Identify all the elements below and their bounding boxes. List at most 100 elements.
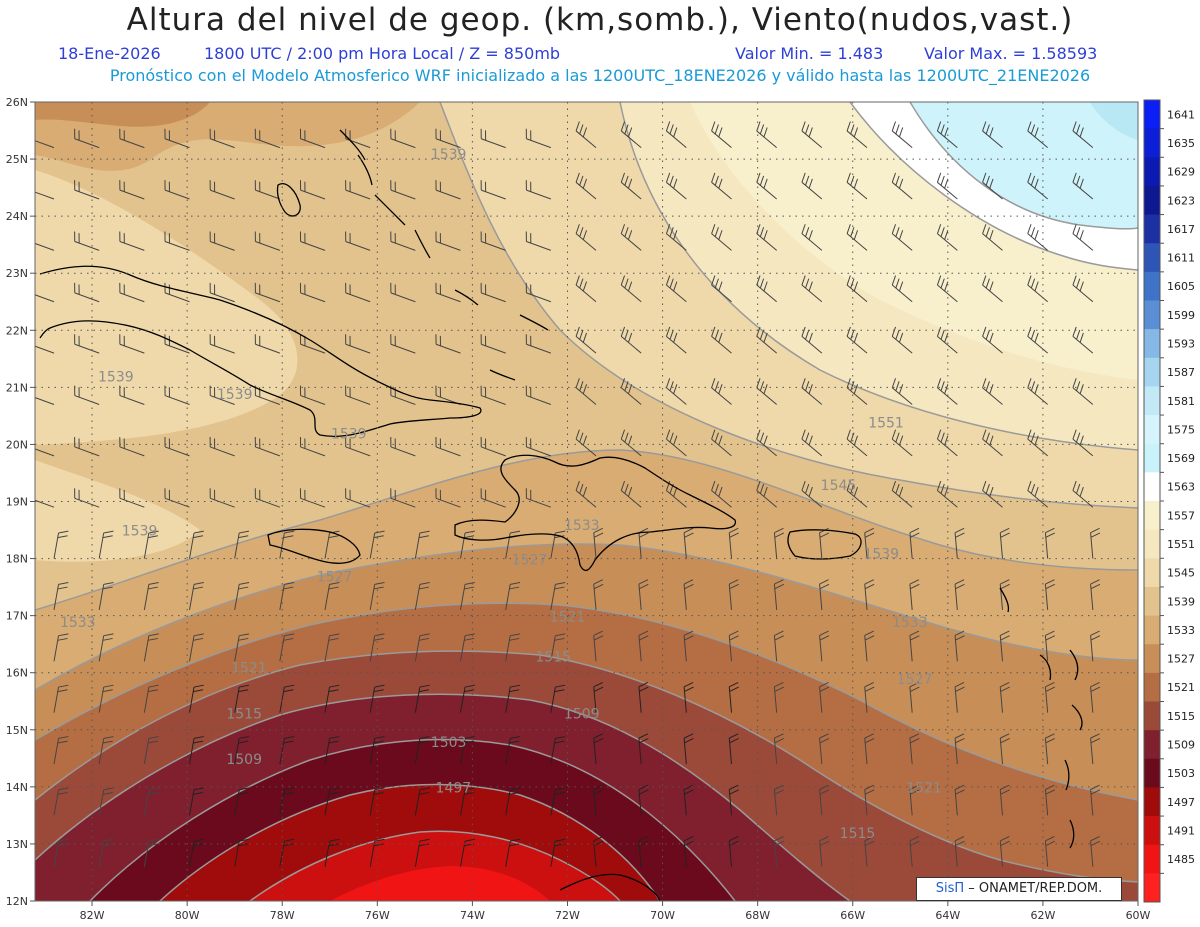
colorbar-label: 1575 xyxy=(1167,423,1195,436)
wind-barb xyxy=(756,480,777,508)
colorbar-swatch xyxy=(1144,443,1160,473)
wind-barb xyxy=(1090,630,1101,662)
wind-barb xyxy=(728,527,739,559)
wind-barb xyxy=(819,579,830,610)
wind-barb xyxy=(324,581,340,611)
wind-barb xyxy=(982,121,1003,149)
wind-barb xyxy=(234,684,250,713)
colorbar-label: 1551 xyxy=(1167,538,1195,551)
wind-barb xyxy=(1044,579,1056,610)
colorbar-swatch xyxy=(1144,644,1160,674)
colorbar-swatch xyxy=(1144,271,1160,301)
wind-barb xyxy=(773,836,785,867)
wind-barb xyxy=(936,378,958,405)
wind-barb xyxy=(801,480,823,508)
wind-barb xyxy=(279,838,295,867)
wind-barb xyxy=(550,787,566,816)
wind-barb xyxy=(480,180,506,200)
wind-barb xyxy=(525,436,552,457)
wind-barb xyxy=(909,630,920,662)
wind-barb xyxy=(369,633,385,662)
wind-barb xyxy=(891,275,913,303)
wind-barb xyxy=(593,836,604,867)
wind-barb xyxy=(189,530,204,559)
value-max: Valor Max. = 1.58593 xyxy=(924,44,1098,63)
wind-barb xyxy=(982,378,1003,405)
wind-barb xyxy=(891,224,913,251)
lon-label: 60W xyxy=(1126,909,1151,922)
wind-barb xyxy=(35,294,55,303)
wind-barb xyxy=(435,231,461,251)
wind-barb xyxy=(801,378,823,405)
wind-barb xyxy=(891,480,913,508)
lat-label: 24N xyxy=(6,210,28,223)
wind-barb xyxy=(593,630,604,662)
wind-barb xyxy=(756,275,777,303)
wind-barb xyxy=(1090,733,1101,765)
wind-barb xyxy=(119,180,145,200)
wind-barb xyxy=(119,488,145,508)
contour-label: 1527 xyxy=(897,672,933,688)
wind-barb xyxy=(550,581,566,611)
wind-barb xyxy=(324,736,340,765)
lat-label: 20N xyxy=(6,438,28,451)
wind-barb xyxy=(390,180,416,200)
wind-barb xyxy=(414,736,430,765)
contour-label: 1539 xyxy=(331,427,367,443)
contour-label: 1509 xyxy=(564,706,600,722)
wind-barb xyxy=(209,231,235,251)
wind-barb xyxy=(299,180,326,200)
wind-barb xyxy=(620,224,642,251)
colorbar-label: 1587 xyxy=(1167,366,1195,379)
wind-barb xyxy=(480,385,506,405)
wind-barb xyxy=(143,684,159,713)
wind-barb xyxy=(864,784,875,816)
wind-barb xyxy=(982,224,1003,251)
wind-barb xyxy=(189,736,204,765)
wind-barb xyxy=(638,733,649,765)
wind-barb xyxy=(1027,378,1048,405)
wind-barb xyxy=(53,530,69,559)
wind-barb xyxy=(234,838,250,867)
contour-label: 1527 xyxy=(512,552,548,568)
forecast-subtitle: Pronóstico con el Modelo Atmosferico WRF… xyxy=(109,66,1091,85)
wind-barb xyxy=(119,282,145,303)
wind-barb xyxy=(846,480,868,508)
wind-barb xyxy=(864,681,875,713)
wind-barb xyxy=(954,836,965,867)
colorbar-swatch xyxy=(1144,357,1160,387)
value-min: Valor Min. = 1.483 xyxy=(735,44,884,63)
wind-barb xyxy=(505,581,521,611)
wind-barb xyxy=(936,121,958,149)
wind-barb xyxy=(638,630,649,662)
wind-barb xyxy=(460,787,475,816)
wind-barb xyxy=(728,630,739,662)
colorbar-swatch xyxy=(1144,615,1160,645)
wind-barb xyxy=(819,836,830,867)
wind-barb xyxy=(982,480,1003,508)
wind-barb xyxy=(74,282,100,303)
colorbar-label: 1521 xyxy=(1167,681,1195,694)
wind-barb xyxy=(728,836,739,867)
wind-barb xyxy=(756,429,777,457)
wind-barb xyxy=(575,326,597,354)
wind-barb xyxy=(254,128,281,149)
wind-barb xyxy=(620,326,642,354)
wind-barb xyxy=(819,733,830,765)
wind-barb xyxy=(683,733,694,765)
wind-barb xyxy=(936,275,958,303)
wind-barb xyxy=(891,378,913,405)
lon-label: 70W xyxy=(650,909,675,922)
map-axes: 26N 25N 24N 23N 22N 21N 20N 19N 18N 17N 16N 15N 14N 1… xyxy=(6,96,1151,922)
wind-barb xyxy=(143,736,159,765)
wind-barb xyxy=(435,128,461,149)
lat-label: 23N xyxy=(6,267,28,280)
wind-barb xyxy=(801,121,823,149)
wind-barb xyxy=(98,633,114,662)
wind-barb xyxy=(711,224,732,251)
wind-barb xyxy=(711,378,732,405)
wind-barb xyxy=(35,448,55,457)
wind-barb xyxy=(435,334,461,354)
wind-barb xyxy=(143,530,159,559)
colorbar-swatch xyxy=(1144,300,1160,330)
